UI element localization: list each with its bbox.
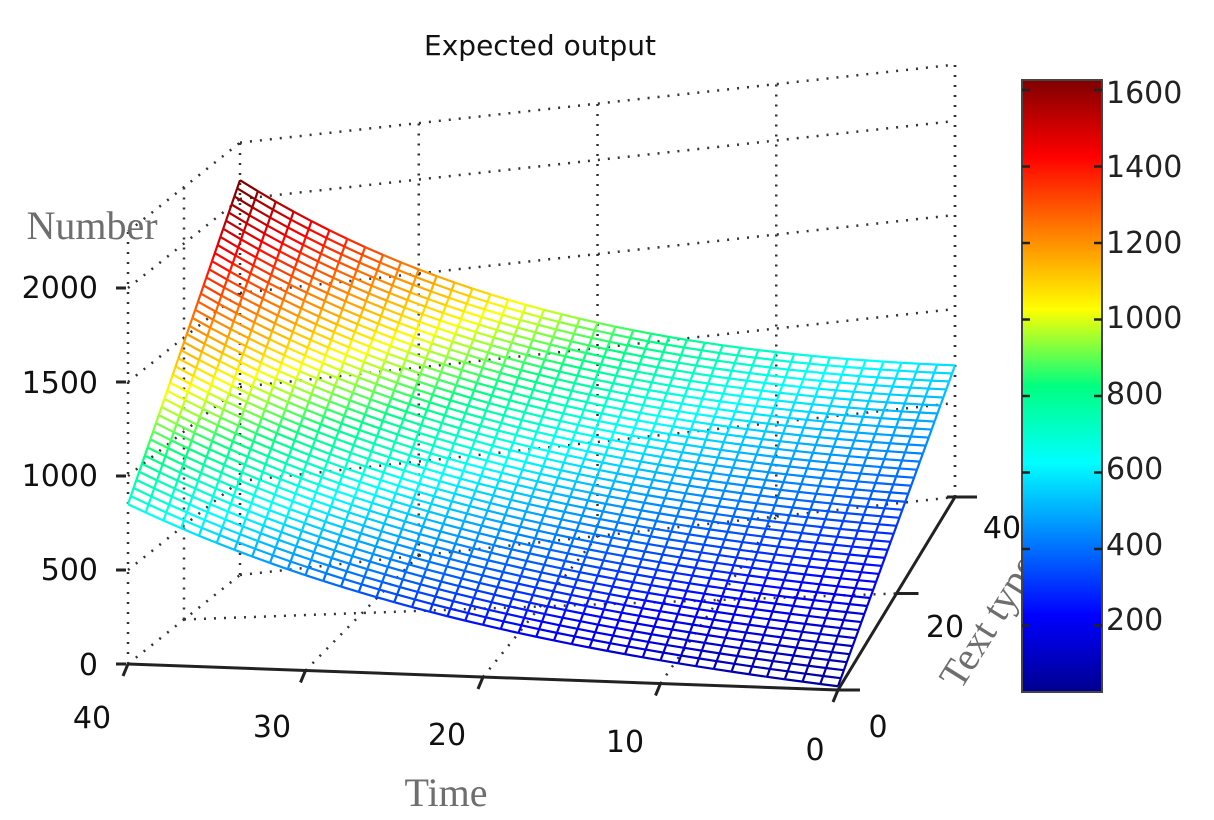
x-tick-label: 30 <box>253 710 291 745</box>
axes <box>116 286 977 703</box>
x-axis-ticks: 40 30 20 10 0 <box>73 701 825 768</box>
colorbar-tick-label: 800 <box>1106 377 1163 412</box>
y-tick-label: 0 <box>868 710 887 745</box>
surface-mesh <box>126 179 957 688</box>
y-tick-label: 40 <box>983 511 1021 546</box>
z-axis-label: Number <box>26 203 157 248</box>
z-tick-label: 1000 <box>22 459 98 494</box>
colorbar-gradient <box>1021 79 1103 693</box>
colorbar: 1600 1400 1200 1000 800 600 400 200 <box>1021 76 1182 693</box>
colorbar-tick-label: 1200 <box>1106 226 1182 261</box>
grid-lines <box>126 63 957 685</box>
colorbar-tick-label: 400 <box>1106 528 1163 563</box>
colorbar-tick-label: 200 <box>1106 603 1163 638</box>
x-tick-label: 40 <box>73 701 111 736</box>
x-tick-label: 0 <box>805 733 824 768</box>
z-tick-label: 2000 <box>22 271 98 306</box>
chart-title: Expected output <box>424 29 656 62</box>
z-tick-label: 1500 <box>22 366 98 401</box>
y-axis-ticks: 0 20 40 <box>868 511 1021 745</box>
z-tick-label: 0 <box>79 648 98 683</box>
z-tick-label: 500 <box>41 553 98 588</box>
colorbar-tick-label: 1400 <box>1106 150 1182 185</box>
z-axis-ticks: 2000 1500 1000 500 0 <box>22 271 98 683</box>
x-axis-label: Time <box>404 770 487 815</box>
colorbar-tick-label: 1600 <box>1106 76 1182 111</box>
colorbar-tick-label: 600 <box>1106 452 1163 487</box>
x-tick-label: 10 <box>606 725 644 760</box>
x-tick-label: 20 <box>428 718 466 753</box>
colorbar-tick-label: 1000 <box>1106 301 1182 336</box>
y-tick-label: 20 <box>926 610 964 645</box>
